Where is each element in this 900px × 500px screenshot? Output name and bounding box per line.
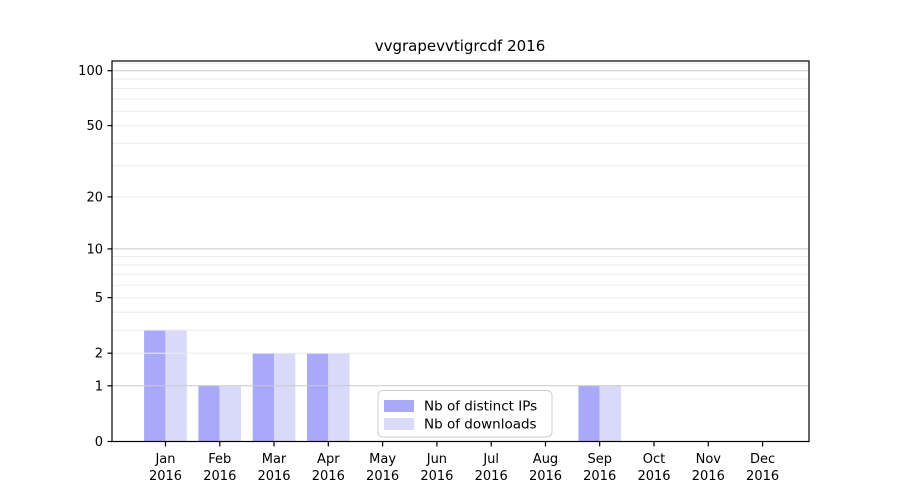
bar-downloads <box>599 385 621 442</box>
legend: Nb of distinct IPs Nb of downloads <box>377 390 553 438</box>
x-tick-label-month: May <box>369 452 396 467</box>
y-tick-label: 0 <box>95 435 103 450</box>
chart-title: vvgrapevvtigrcdf 2016 <box>375 37 546 55</box>
x-tick-label-year: 2016 <box>637 469 670 484</box>
x-tick-label-year: 2016 <box>746 469 779 484</box>
x-tick-label-month: Oct <box>643 452 665 467</box>
y-tick-label: 2 <box>95 347 103 362</box>
x-tick-label-year: 2016 <box>529 469 562 484</box>
y-tick-label: 10 <box>86 242 103 257</box>
x-tick-label-year: 2016 <box>583 469 616 484</box>
bar-downloads <box>219 385 242 442</box>
x-tick-label-year: 2016 <box>312 469 345 484</box>
axes-layer: 0 1 2 5 10 20 50 100 Jan 2016 Feb 2016 Mar 2016 Apr 201… <box>78 64 779 484</box>
x-tick-label-year: 2016 <box>203 469 236 484</box>
bar-distinct-ips <box>198 385 220 442</box>
x-tick-label-year: 2016 <box>475 469 508 484</box>
legend-label-distinct-ips: Nb of distinct IPs <box>424 399 537 415</box>
x-tick-label-month: Jun <box>426 452 447 467</box>
x-tick-label-month: Apr <box>317 452 340 467</box>
x-tick-label-month: Jan <box>154 452 175 467</box>
x-tick-label-month: Jul <box>482 452 499 467</box>
x-tick-label-month: Dec <box>750 452 775 467</box>
x-tick-label-year: 2016 <box>692 469 725 484</box>
bar-distinct-ips <box>307 353 329 442</box>
bar-distinct-ips <box>252 353 274 442</box>
x-tick-label-year: 2016 <box>366 469 399 484</box>
y-tick-label: 5 <box>95 291 103 306</box>
bars-layer <box>144 330 621 442</box>
x-tick-label-month: Nov <box>696 452 722 467</box>
y-tick-label: 1 <box>95 379 103 394</box>
x-tick-label-year: 2016 <box>420 469 453 484</box>
gridlines-layer <box>112 62 809 387</box>
x-tick-label-year: 2016 <box>149 469 182 484</box>
x-tick-label-month: Mar <box>262 452 287 467</box>
plot-area-border <box>111 60 810 443</box>
legend-box <box>377 390 553 438</box>
x-tick-label-year: 2016 <box>257 469 290 484</box>
x-tick-label-month: Feb <box>208 452 231 467</box>
x-tick-label-month: Sep <box>587 452 612 467</box>
x-tick-label-month: Aug <box>533 452 558 467</box>
legend-label-downloads: Nb of downloads <box>424 417 537 433</box>
bar-downloads <box>274 353 296 442</box>
legend-swatch-distinct-ips <box>384 400 414 412</box>
bar-distinct-ips <box>578 385 600 442</box>
y-tick-label: 100 <box>78 64 103 79</box>
y-tick-label: 20 <box>86 190 103 205</box>
legend-swatch-downloads <box>384 418 414 430</box>
y-tick-label: 50 <box>86 119 103 134</box>
bar-downloads <box>328 353 350 442</box>
